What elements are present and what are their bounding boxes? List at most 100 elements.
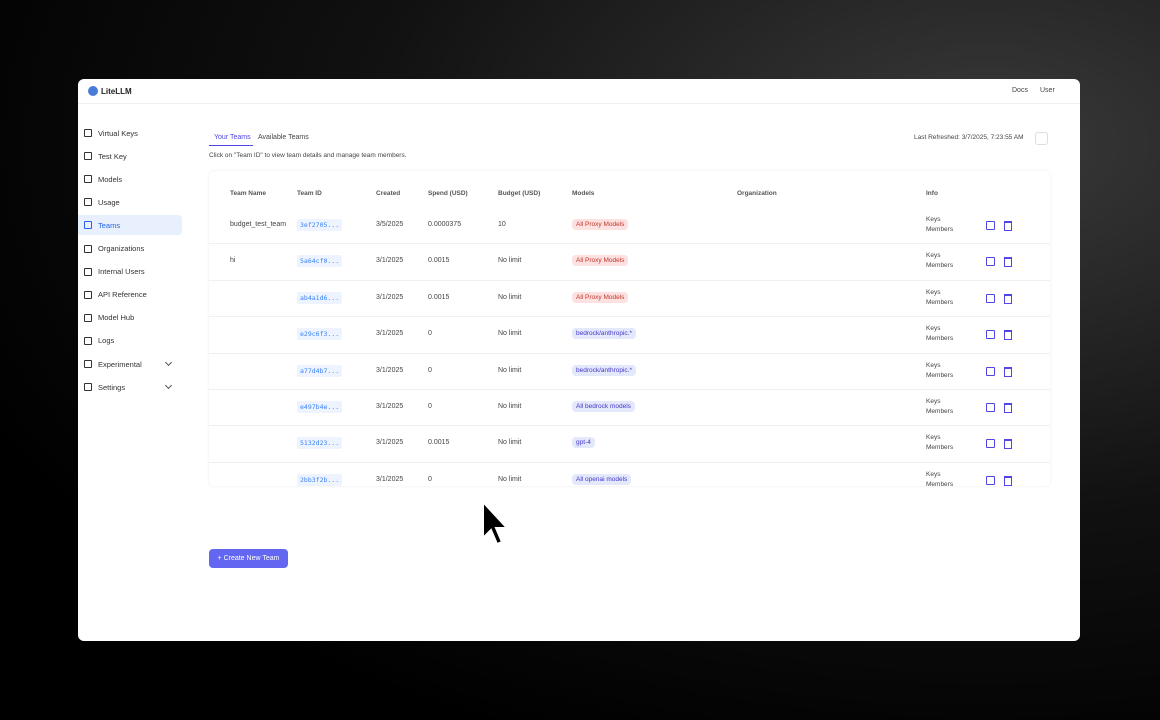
column-header: Spend (USD) xyxy=(428,190,468,197)
budget: No limit xyxy=(498,330,522,338)
delete-icon[interactable] xyxy=(1004,403,1012,413)
model-pill: All Proxy Models xyxy=(572,291,629,303)
info-members: Members xyxy=(926,262,954,270)
nav-label: Model Hub xyxy=(98,313,135,323)
nav-label: Test Key xyxy=(98,151,127,161)
budget: No limit xyxy=(498,475,522,483)
logo-icon xyxy=(88,86,98,96)
last-refreshed: Last Refreshed: 3/7/2025, 7:23:55 AM xyxy=(914,134,1024,141)
nav-item[interactable]: API Reference xyxy=(78,285,182,305)
nav-label: Logs xyxy=(98,336,115,346)
edit-icon[interactable] xyxy=(986,475,995,485)
nav-item[interactable]: Organizations xyxy=(78,239,182,259)
team-id[interactable]: 5132d23... xyxy=(297,437,343,450)
nav-item[interactable]: Model Hub xyxy=(78,308,182,328)
delete-icon[interactable] xyxy=(1004,475,1012,486)
model-pill: bedrock/anthropic.* xyxy=(572,364,637,376)
team-name: budget_test_team xyxy=(230,221,287,228)
created: 3/1/2025 xyxy=(376,475,404,483)
create-team-button[interactable]: + Create New Team xyxy=(209,549,288,568)
spend: 0.0000375 xyxy=(428,221,462,228)
team-id[interactable]: e29c6f3... xyxy=(297,328,343,341)
team-id[interactable]: a77d4b7... xyxy=(297,364,343,377)
nav-item[interactable]: Teams xyxy=(78,215,182,236)
nav-label: Teams xyxy=(98,220,121,230)
model-pill: All Proxy Models xyxy=(572,219,629,230)
nav-icon xyxy=(84,129,92,137)
info-keys: Keys xyxy=(926,325,941,333)
nav-item[interactable]: Usage xyxy=(78,192,182,212)
delete-icon[interactable] xyxy=(1004,330,1012,341)
delete-icon[interactable] xyxy=(1004,439,1012,450)
budget: 10 xyxy=(498,221,506,228)
model-pill: bedrock/anthropic.* xyxy=(572,328,637,340)
spend: 0.0015 xyxy=(428,439,450,447)
nav-label: Internal Users xyxy=(98,267,145,277)
model-pill: All openai models xyxy=(572,473,632,485)
nav-item[interactable]: Experimental xyxy=(78,354,182,374)
nav-label: Organizations xyxy=(98,244,145,253)
delete-icon[interactable] xyxy=(1004,366,1012,377)
row-border xyxy=(209,389,1050,390)
spend: 0 xyxy=(428,330,432,338)
user-menu[interactable]: User xyxy=(1040,87,1055,94)
spend: 0.0015 xyxy=(428,257,450,265)
nav-icon xyxy=(84,152,92,161)
tab[interactable]: Available Teams xyxy=(258,134,309,141)
delete-icon[interactable] xyxy=(1004,257,1012,268)
budget: No limit xyxy=(498,366,522,374)
row-border xyxy=(209,425,1050,427)
nav-item[interactable]: Settings xyxy=(78,377,182,397)
budget: No limit xyxy=(498,293,522,301)
model-pill: All bedrock models xyxy=(572,401,635,412)
nav-item[interactable]: Models xyxy=(78,169,182,189)
tab-underline xyxy=(209,145,253,146)
refresh-button[interactable] xyxy=(1035,132,1048,145)
chevron xyxy=(164,358,173,367)
edit-icon[interactable] xyxy=(986,439,995,449)
model-pill: gpt-4 xyxy=(572,437,595,449)
nav-label: Experimental xyxy=(98,359,142,369)
cursor xyxy=(482,500,510,546)
docs-link[interactable]: Docs xyxy=(1012,87,1028,94)
edit-icon[interactable] xyxy=(986,403,995,412)
logo: LiteLLM xyxy=(101,87,132,96)
team-id[interactable]: ab4a1d6... xyxy=(297,291,343,304)
info-members: Members xyxy=(926,226,954,233)
edit-icon[interactable] xyxy=(986,221,995,230)
created: 3/1/2025 xyxy=(376,439,404,447)
spend: 0 xyxy=(428,366,432,374)
team-id[interactable]: e497b4e... xyxy=(297,401,343,413)
created: 3/1/2025 xyxy=(376,293,404,301)
info-members: Members xyxy=(926,408,954,415)
edit-icon[interactable] xyxy=(986,366,995,376)
info-keys: Keys xyxy=(926,288,941,296)
edit-icon[interactable] xyxy=(986,293,995,303)
team-id[interactable]: 3ef2705... xyxy=(297,219,343,231)
team-id[interactable]: 2bb3f2b... xyxy=(297,473,343,486)
nav-icon xyxy=(84,360,92,368)
nav-item[interactable]: Internal Users xyxy=(78,262,182,282)
team-id[interactable]: 5a64cf0... xyxy=(297,255,343,268)
column-header: Team ID xyxy=(297,190,322,197)
nav-label: Settings xyxy=(98,382,126,392)
model-pill: All Proxy Models xyxy=(572,255,629,267)
budget: No limit xyxy=(498,439,522,447)
budget: No limit xyxy=(498,403,522,410)
nav-label: Models xyxy=(98,174,123,184)
edit-icon[interactable] xyxy=(986,257,995,267)
nav-item[interactable]: Virtual Keys xyxy=(78,123,182,143)
nav-item[interactable]: Test Key xyxy=(78,146,182,166)
created: 3/1/2025 xyxy=(376,257,404,265)
delete-icon[interactable] xyxy=(1004,293,1012,304)
delete-icon[interactable] xyxy=(1004,221,1012,231)
nav-icon xyxy=(84,198,92,207)
tab-active[interactable]: Your Teams xyxy=(214,134,251,141)
nav-item[interactable]: Logs xyxy=(78,331,182,351)
column-header: Organization xyxy=(737,190,777,197)
column-header: Team Name xyxy=(230,190,267,197)
nav-icon xyxy=(84,221,92,230)
nav-label: Virtual Keys xyxy=(98,128,138,138)
info-members: Members xyxy=(926,335,954,343)
edit-icon[interactable] xyxy=(986,330,995,340)
